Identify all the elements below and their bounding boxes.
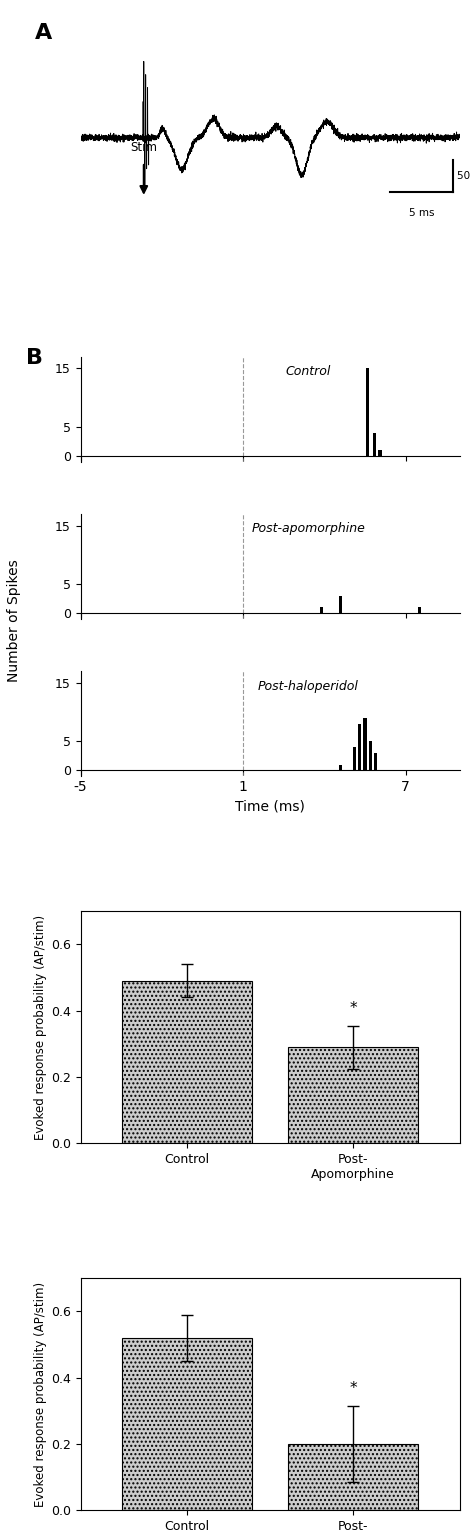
Bar xyxy=(353,747,356,770)
Bar xyxy=(366,368,369,455)
Text: A: A xyxy=(35,23,52,43)
Bar xyxy=(373,432,376,455)
Bar xyxy=(339,765,342,770)
Bar xyxy=(288,1047,418,1144)
Bar xyxy=(288,1444,418,1510)
Bar xyxy=(339,596,342,613)
Bar xyxy=(122,1338,252,1510)
Text: Control: Control xyxy=(285,365,331,379)
Text: B: B xyxy=(26,348,43,368)
Bar xyxy=(418,607,421,613)
Text: Post-apomorphine: Post-apomorphine xyxy=(251,523,365,535)
Y-axis label: Evoked response probability (AP/stim): Evoked response probability (AP/stim) xyxy=(34,915,47,1139)
Bar xyxy=(374,753,377,770)
Text: Post-haloperidol: Post-haloperidol xyxy=(258,679,358,693)
Text: *: * xyxy=(349,1001,357,1016)
Bar xyxy=(358,724,361,770)
Bar xyxy=(122,981,252,1144)
Text: 50 μV: 50 μV xyxy=(457,172,474,181)
Bar xyxy=(378,451,382,455)
Text: Number of Spikes: Number of Spikes xyxy=(7,560,21,682)
X-axis label: Time (ms): Time (ms) xyxy=(235,800,305,814)
Bar xyxy=(320,607,323,613)
Text: Stim: Stim xyxy=(130,141,157,155)
Y-axis label: Evoked response probability (AP/stim): Evoked response probability (AP/stim) xyxy=(34,1282,47,1507)
Bar xyxy=(369,742,372,770)
Text: 5 ms: 5 ms xyxy=(409,208,435,218)
Text: *: * xyxy=(349,1381,357,1395)
Bar xyxy=(364,717,366,770)
